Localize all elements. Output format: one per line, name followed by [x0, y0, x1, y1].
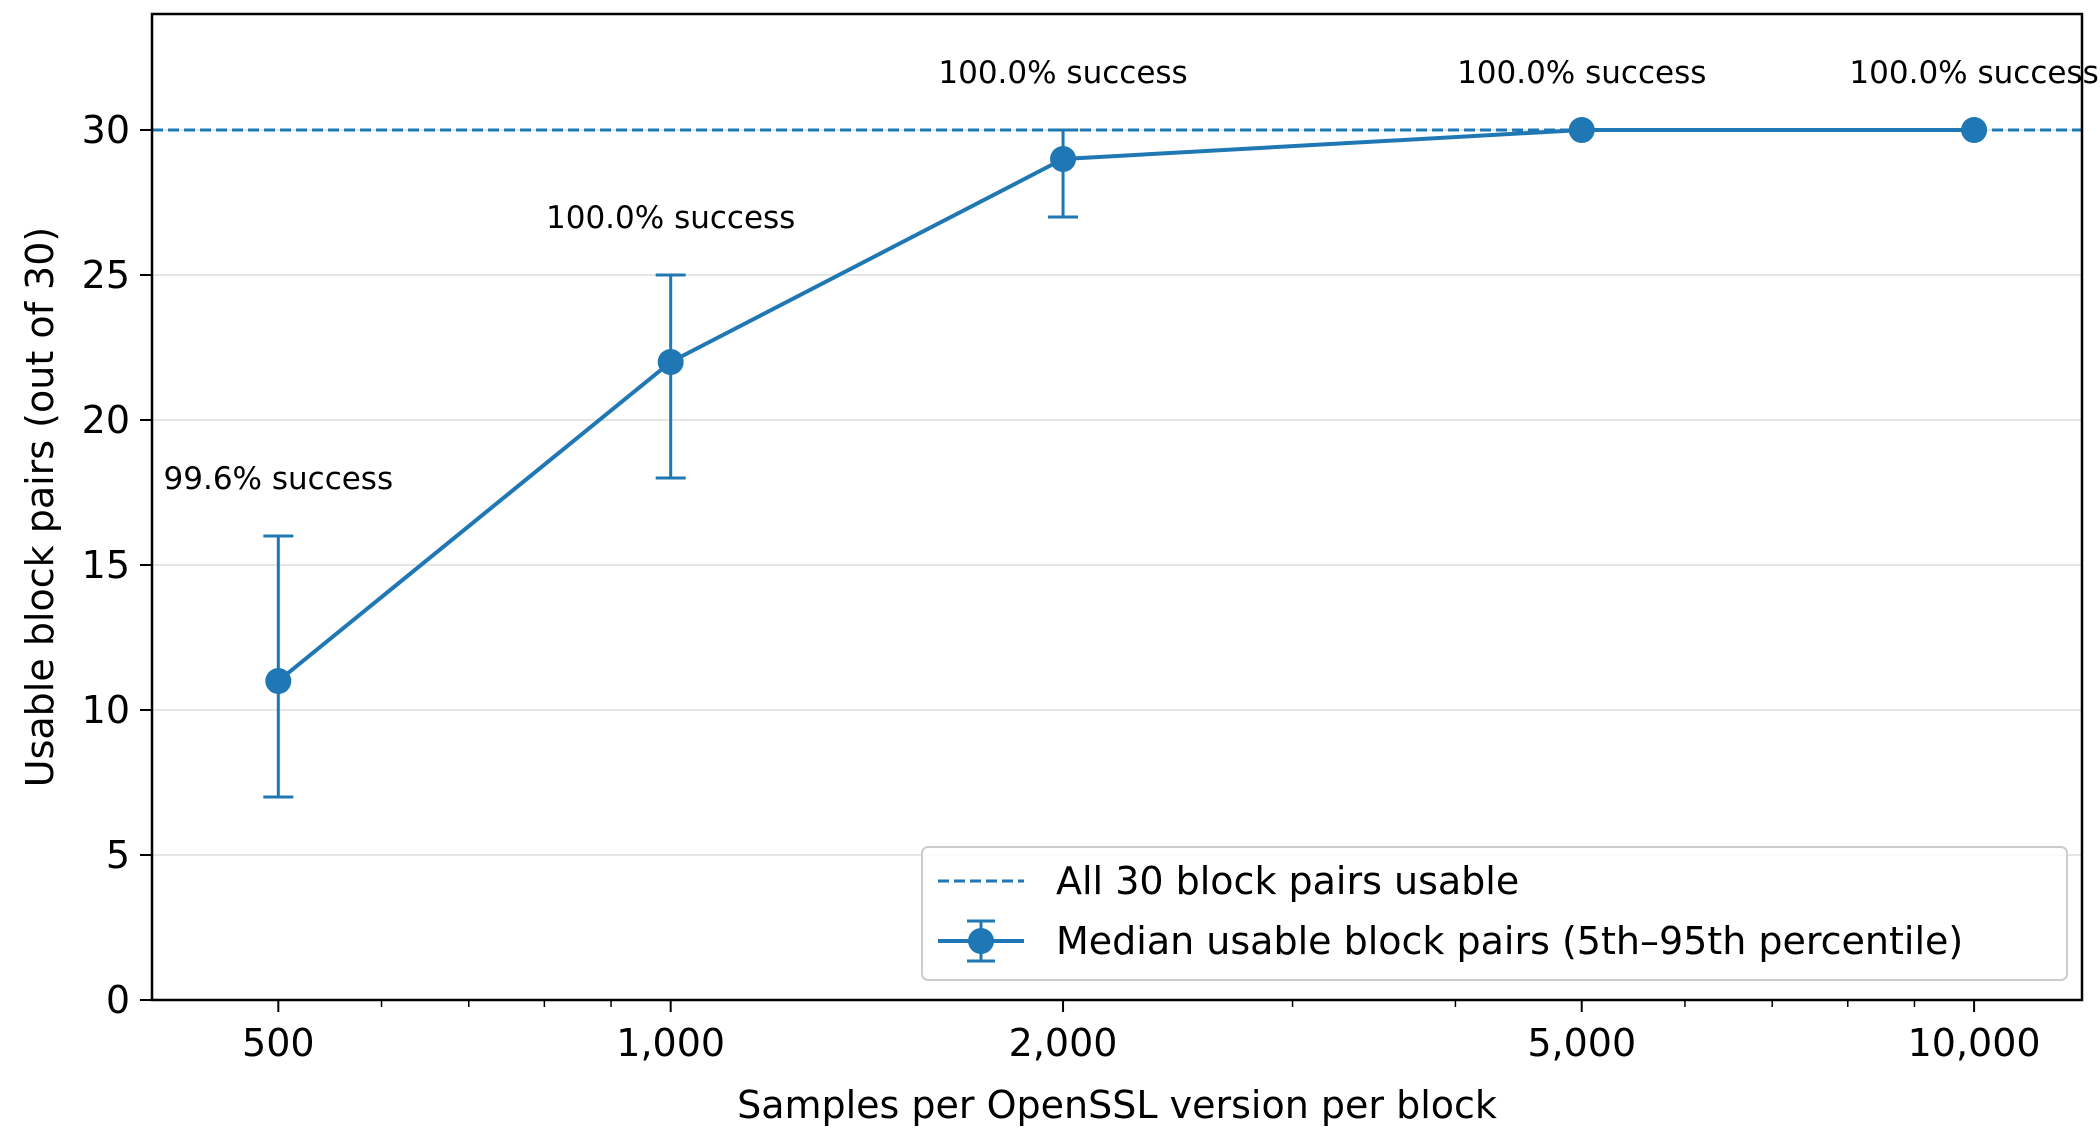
legend: All 30 block pairs usable Median usable … [921, 846, 2068, 981]
y-tick-label: 15 [82, 543, 130, 587]
y-tick-label: 10 [82, 688, 130, 732]
success-annotation: 100.0% success [546, 200, 795, 236]
y-axis-ticks: 0 5 10 15 20 25 30 [82, 108, 152, 1022]
success-annotation: 100.0% success [938, 55, 1187, 91]
data-point [265, 668, 292, 694]
legend-series-label: Median usable block pairs (5th–95th perc… [1056, 919, 1963, 963]
x-tick-label: 500 [242, 1021, 315, 1065]
legend-series-swatch [938, 919, 1024, 963]
legend-reference-label: All 30 block pairs usable [1056, 859, 1519, 903]
series-layer [263, 117, 1988, 799]
y-tick-label: 20 [82, 398, 130, 442]
annotations-layer: 99.6% success 100.0% success 100.0% succes… [164, 55, 2099, 497]
plot-frame [150, 12, 2084, 1002]
success-annotation: 100.0% success [1457, 55, 1706, 91]
legend-series-marker [968, 928, 994, 954]
y-tick-label: 30 [82, 108, 130, 152]
legend-box [921, 846, 2068, 981]
data-point [657, 349, 684, 375]
x-tick-label: 10,000 [1908, 1021, 2041, 1065]
x-axis-ticks: 500 1,000 2,000 5,000 10,000 [242, 1000, 2041, 1065]
x-tick-label: 1,000 [616, 1021, 725, 1065]
y-tick-label: 0 [106, 978, 130, 1022]
y-tick-label: 5 [106, 833, 130, 877]
data-point [1961, 117, 1988, 143]
success-annotation: 100.0% success [1849, 55, 2098, 91]
data-point [1568, 117, 1595, 143]
x-axis-title: Samples per OpenSSL version per block [737, 1083, 1497, 1127]
x-tick-label: 2,000 [1009, 1021, 1118, 1065]
series-line [277, 128, 1975, 683]
data-point [1050, 146, 1077, 172]
y-axis-title: Usable block pairs (out of 30) [18, 227, 62, 787]
success-annotation: 99.6% success [164, 461, 394, 497]
y-tick-label: 25 [82, 253, 130, 297]
x-tick-label: 5,000 [1527, 1021, 1636, 1065]
